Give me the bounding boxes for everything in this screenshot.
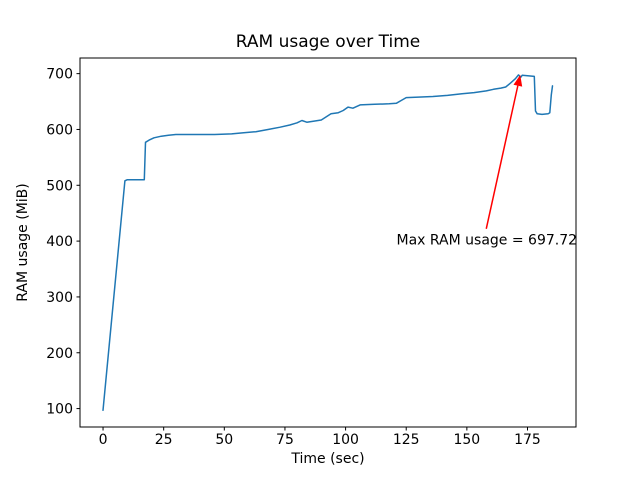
- y-tick-label: 500: [46, 178, 73, 194]
- x-tick-label: 125: [393, 432, 420, 448]
- x-tick-label: 0: [99, 432, 108, 448]
- y-tick-label: 200: [46, 346, 73, 362]
- x-axis-label: Time (sec): [290, 451, 364, 467]
- annotation-arrowhead: [513, 74, 523, 87]
- y-tick-label: 300: [46, 290, 73, 306]
- y-tick-label: 600: [46, 122, 73, 138]
- x-tick-label: 25: [155, 432, 173, 448]
- y-tick-label: 700: [46, 67, 73, 83]
- max-annotation-label: Max RAM usage = 697.72: [397, 233, 578, 249]
- ram-usage-line: [102, 74, 554, 412]
- y-tick-label: 400: [46, 234, 73, 250]
- x-tick-label: 75: [276, 432, 294, 448]
- annotation-arrow-shaft: [485, 85, 519, 229]
- series-layer: [102, 74, 554, 412]
- plot-area-spines: [79, 57, 577, 428]
- x-tick-label: 175: [514, 432, 541, 448]
- x-tick-label: 150: [453, 432, 480, 448]
- x-tick-label: 50: [215, 432, 233, 448]
- annotation-arrow-layer: [485, 74, 523, 229]
- y-axis-label: RAM usage (MiB): [15, 183, 31, 301]
- chart-title: RAM usage over Time: [236, 32, 420, 52]
- y-tick-label: 100: [46, 402, 73, 418]
- x-tick-label: 100: [332, 432, 359, 448]
- axes-layer: 0 25 50 75 100 125 150 175 100 200 300 400 500 600 700: [46, 57, 577, 448]
